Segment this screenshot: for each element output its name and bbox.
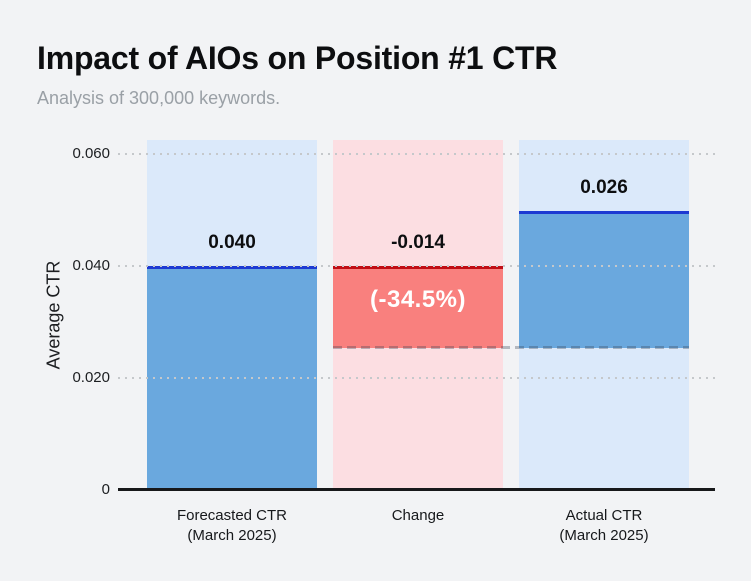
y-tick-0: 0	[101, 481, 110, 498]
x-axis-line	[118, 488, 715, 491]
y-axis-ticks: 0 0.020 0.040 0.060	[30, 140, 110, 498]
column-change: (-34.5%) -0.014	[333, 140, 503, 490]
column-forecasted-ctr: 0.040	[147, 140, 317, 490]
column-actual-ctr: 0.026	[519, 140, 689, 490]
bar-change	[333, 266, 503, 349]
gridline-dotted	[118, 377, 715, 379]
gridline-dotted	[118, 265, 715, 267]
y-tick-0060: 0.060	[72, 145, 110, 162]
x-label-actual: Actual CTR (March 2025)	[519, 506, 689, 546]
x-label-forecasted-line1: Forecasted CTR	[176, 507, 288, 524]
bar-label-forecasted: 0.040	[208, 232, 256, 253]
y-tick-0040: 0.040	[72, 257, 110, 274]
bar-actual-ctr	[519, 210, 689, 349]
chart-subtitle: Analysis of 300,000 keywords.	[37, 88, 281, 108]
plot-area: 0.040 (-34.5%) -0.014 0.026	[118, 140, 715, 491]
x-label-change-line1: Change	[391, 507, 445, 524]
y-tick-0020: 0.020	[72, 369, 110, 386]
x-label-actual-line1: Actual CTR	[565, 507, 643, 524]
bar-label-actual: 0.026	[580, 176, 628, 198]
dashed-reference-line	[333, 346, 689, 350]
chart-title: Impact of AIOs on Position #1 CTR	[37, 40, 558, 76]
change-pct-label: (-34.5%)	[369, 286, 467, 314]
bar-label-change: -0.014	[391, 232, 445, 253]
gridline-dotted	[118, 153, 715, 155]
x-label-actual-line2: (March 2025)	[559, 527, 649, 544]
x-label-forecasted-line2: (March 2025)	[187, 527, 277, 544]
x-label-forecasted: Forecasted CTR (March 2025)	[147, 506, 317, 546]
x-label-change: Change	[333, 506, 503, 526]
